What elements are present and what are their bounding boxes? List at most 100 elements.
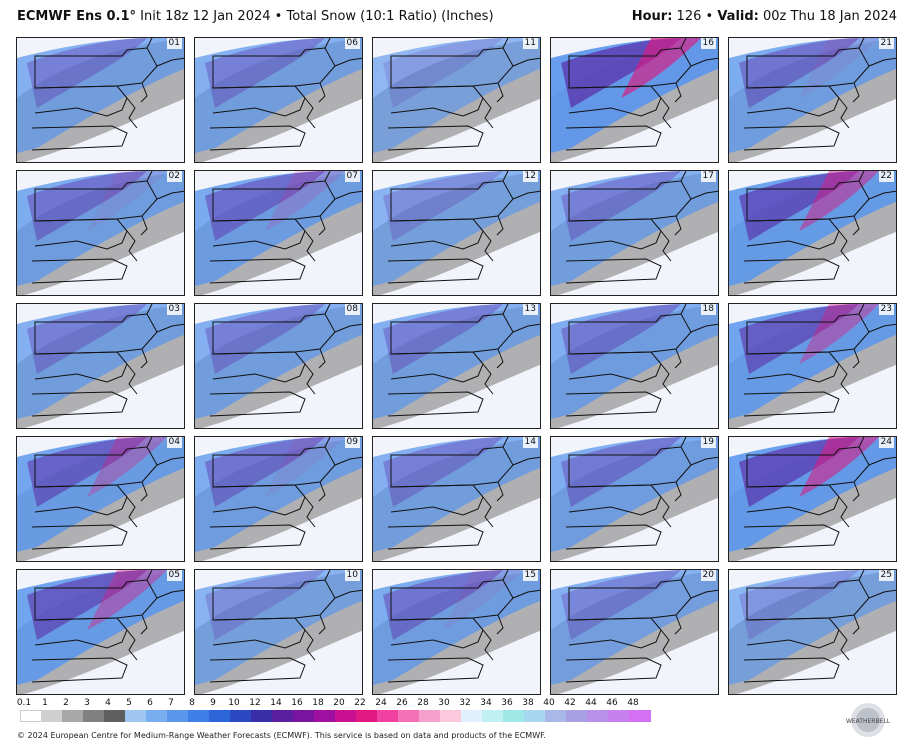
member-number: 17 [700,171,716,182]
map-header: ECMWF Ens 0.1° Init 18z 12 Jan 2024 • To… [0,0,913,36]
member-number: 16 [700,38,716,49]
legend-swatch [167,710,189,722]
ensemble-member-panel: 06 [194,37,363,163]
ensemble-member-panel: 11 [372,37,541,163]
legend-tick-label: 9 [210,698,216,708]
legend-tick-label: 24 [375,698,387,708]
legend-tick-label: 46 [606,698,618,708]
legend-tick-label: 8 [189,698,195,708]
ensemble-member-panel: 21 [728,37,897,163]
member-number: 03 [166,304,182,315]
legend-tick-label: 30 [438,698,450,708]
snowfall-map [729,570,896,694]
init-time: Init 18z 12 Jan 2024 [140,9,271,24]
snowfall-map [17,38,184,162]
valid-label: Valid: [717,9,759,24]
legend-tick-label: 5 [126,698,132,708]
snowfall-map [195,38,362,162]
valid-time: 00z Thu 18 Jan 2024 [763,9,897,24]
snowfall-map [551,437,718,561]
ensemble-member-panel: 24 [728,436,897,562]
member-number: 09 [344,437,360,448]
legend-swatch [188,710,210,722]
snowfall-map [551,304,718,428]
color-legend [20,710,651,724]
legend-tick-label: 0.1 [16,698,32,708]
legend-tick-label: 20 [333,698,345,708]
snowfall-map [373,171,540,295]
member-number: 15 [522,570,538,581]
ensemble-member-panel: 23 [728,303,897,429]
legend-swatch [566,710,588,722]
member-number: 13 [522,304,538,315]
ensemble-member-panel: 12 [372,170,541,296]
snowfall-map [195,437,362,561]
legend-swatch [440,710,462,722]
ensemble-member-panel: 03 [16,303,185,429]
ensemble-member-panel: 01 [16,37,185,163]
legend-swatch [419,710,441,722]
legend-swatch [209,710,231,722]
legend-tick-label: 7 [168,698,174,708]
legend-swatch [62,710,84,722]
ensemble-member-panel: 04 [16,436,185,562]
snowfall-map [551,570,718,694]
snowfall-map [373,437,540,561]
ensemble-member-panel: 20 [550,569,719,695]
legend-tick-label: 26 [396,698,408,708]
snowfall-map [17,570,184,694]
snowfall-map [373,304,540,428]
ensemble-member-panel: 22 [728,170,897,296]
legend-tick-label: 3 [84,698,90,708]
header-title: ECMWF Ens 0.1° Init 18z 12 Jan 2024 • To… [17,9,494,24]
member-number: 18 [700,304,716,315]
member-number: 01 [166,38,182,49]
legend-swatch [146,710,168,722]
legend-swatch [629,710,651,722]
legend-tick-label: 28 [417,698,429,708]
legend-swatch [398,710,420,722]
member-number: 22 [878,171,894,182]
hour-label: Hour: [631,9,673,24]
legend-swatch [125,710,147,722]
legend-tick-label: 22 [354,698,366,708]
legend-tick-label: 32 [459,698,471,708]
header-valid: Hour: 126 • Valid: 00z Thu 18 Jan 2024 [631,9,897,24]
member-number: 23 [878,304,894,315]
legend-swatch [461,710,483,722]
legend-tick-label: 12 [249,698,261,708]
legend-swatch [41,710,63,722]
legend-swatch [230,710,252,722]
legend-tick-labels: 0.1 1 2 3 4 5 6 7 8 9 10 12 14 16 18 20 22 24 26 28 30 32 34 36… [16,698,660,710]
legend-tick-label: 2 [63,698,69,708]
member-number: 21 [878,38,894,49]
legend-swatch [335,710,357,722]
member-number: 02 [166,171,182,182]
legend-swatch [251,710,273,722]
ensemble-member-panel: 05 [16,569,185,695]
legend-swatch [545,710,567,722]
snowfall-map [195,304,362,428]
legend-swatch [293,710,315,722]
member-number: 04 [166,437,182,448]
member-number: 10 [344,570,360,581]
legend-swatch [356,710,378,722]
member-number: 07 [344,171,360,182]
legend-tick-label: 14 [270,698,282,708]
ensemble-member-panel: 19 [550,436,719,562]
snowfall-map [373,570,540,694]
legend-swatch [104,710,126,722]
legend-tick-label: 44 [585,698,597,708]
logo-text: WEATHERBELL [846,718,891,725]
ensemble-member-panel: 08 [194,303,363,429]
ensemble-member-panel: 25 [728,569,897,695]
legend-tick-label: 18 [312,698,324,708]
legend-swatch [482,710,504,722]
legend-tick-label: 40 [543,698,555,708]
ensemble-member-panel: 16 [550,37,719,163]
legend-tick-label: 34 [480,698,492,708]
ensemble-member-panel: 18 [550,303,719,429]
ensemble-member-panel: 07 [194,170,363,296]
ensemble-member-panel: 13 [372,303,541,429]
legend-swatch [314,710,336,722]
